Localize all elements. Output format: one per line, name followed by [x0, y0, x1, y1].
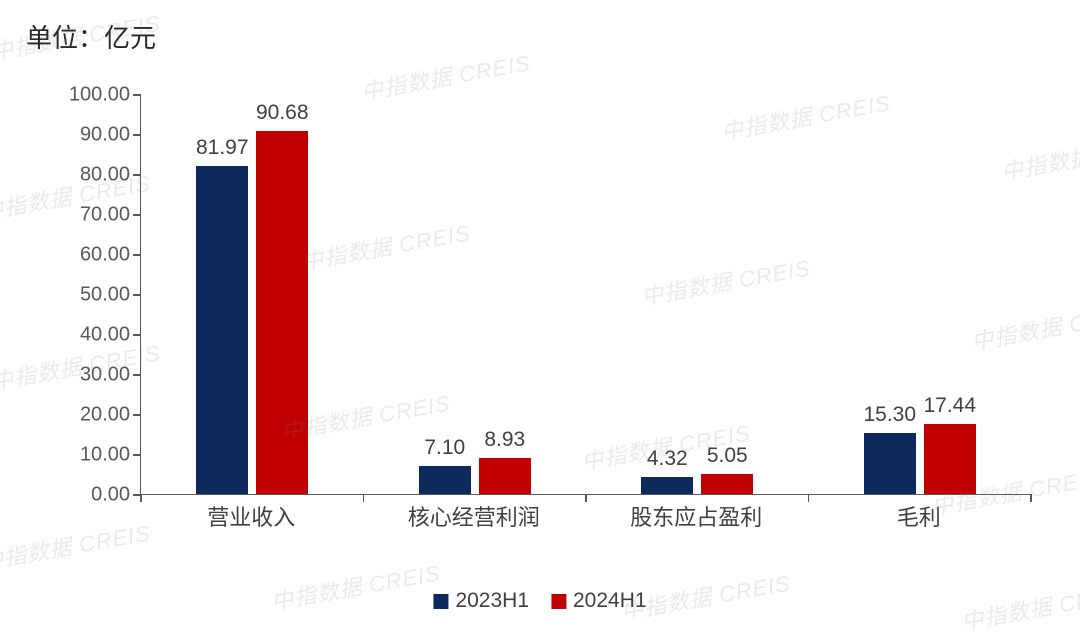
bar — [419, 466, 471, 494]
y-tick — [133, 414, 141, 416]
x-tick — [140, 494, 142, 502]
y-tick — [133, 454, 141, 456]
bar — [701, 474, 753, 494]
legend-swatch — [433, 594, 448, 609]
legend: 2023H1 2024H1 — [433, 589, 646, 613]
y-axis-label: 80.00 — [60, 164, 130, 187]
y-axis-label: 100.00 — [60, 84, 130, 107]
bar-value-label: 81.97 — [196, 136, 249, 160]
category-label: 核心经营利润 — [408, 500, 540, 532]
y-axis-label: 60.00 — [60, 244, 130, 267]
y-tick — [133, 254, 141, 256]
bar — [641, 477, 693, 494]
bar-value-label: 15.30 — [863, 403, 916, 427]
y-tick — [133, 334, 141, 336]
y-axis-label: 70.00 — [60, 204, 130, 227]
bar-value-label: 8.93 — [484, 428, 525, 452]
x-tick — [808, 494, 810, 502]
x-tick — [585, 494, 587, 502]
watermark-text: 中指数据 CREIS — [959, 575, 1080, 636]
plot-area: 81.97 90.68 7.10 8.93 4.32 5.05 15.30 17.44 — [140, 95, 1030, 495]
bar-value-label: 90.68 — [256, 101, 309, 125]
bar-value-label: 4.32 — [647, 447, 688, 471]
bar — [864, 433, 916, 494]
bar — [196, 166, 248, 494]
legend-item: 2024H1 — [551, 589, 647, 613]
bar-value-label: 5.05 — [707, 444, 748, 468]
category-label: 营业收入 — [207, 500, 295, 532]
category-label: 毛利 — [897, 500, 941, 532]
watermark-text: 中指数据 CREIS — [0, 515, 153, 576]
bar — [924, 424, 976, 494]
y-axis-label: 50.00 — [60, 284, 130, 307]
legend-label: 2024H1 — [573, 589, 647, 613]
legend-label: 2023H1 — [455, 589, 529, 613]
bar-value-label: 17.44 — [923, 394, 976, 418]
watermark-text: 中指数据 CREIS — [269, 555, 443, 616]
x-tick — [363, 494, 365, 502]
y-axis-label: 20.00 — [60, 404, 130, 427]
unit-label: 单位：亿元 — [26, 18, 156, 55]
bar — [479, 458, 531, 494]
y-axis-label: 30.00 — [60, 364, 130, 387]
x-tick — [1030, 494, 1032, 502]
bar — [256, 131, 308, 494]
y-axis-label: 0.00 — [60, 484, 130, 507]
y-axis-label: 10.00 — [60, 444, 130, 467]
y-tick — [133, 134, 141, 136]
y-tick — [133, 94, 141, 96]
category-label: 股东应占盈利 — [630, 500, 762, 532]
y-tick — [133, 174, 141, 176]
y-axis-label: 90.00 — [60, 124, 130, 147]
y-axis-label: 40.00 — [60, 324, 130, 347]
legend-item: 2023H1 — [433, 589, 529, 613]
bar-chart: 81.97 90.68 7.10 8.93 4.32 5.05 15.30 17.44 0.0… — [60, 85, 1040, 515]
legend-swatch — [551, 594, 566, 609]
y-tick — [133, 214, 141, 216]
y-tick — [133, 374, 141, 376]
bar-value-label: 7.10 — [424, 436, 465, 460]
y-tick — [133, 294, 141, 296]
